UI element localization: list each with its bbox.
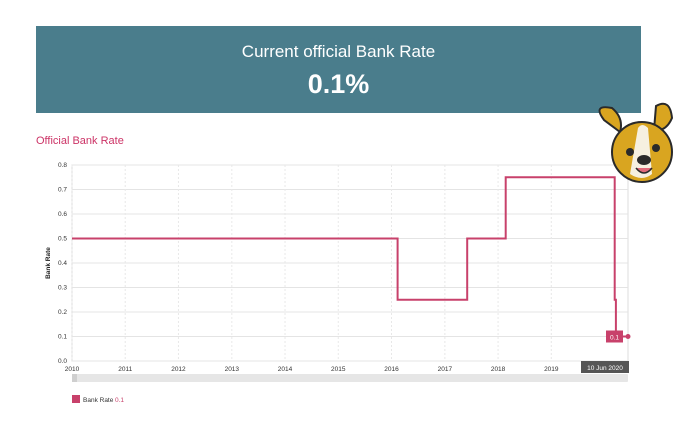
y-tick-label: 0.7 [58, 187, 67, 194]
scrollbar-handle-left [72, 374, 77, 382]
chart-section-title: Official Bank Rate [36, 135, 124, 147]
y-tick-label: 0.0 [58, 358, 67, 365]
current-rate-banner: Current official Bank Rate 0.1% [36, 26, 641, 113]
x-tick-label: 2018 [491, 366, 506, 373]
legend-value: 0.1 [115, 397, 124, 404]
bank-rate-line [72, 176, 628, 338]
y-tick-label: 0.1 [58, 334, 67, 341]
x-tick-label: 2010 [65, 366, 80, 373]
time-scrollbar [72, 374, 628, 382]
y-tick-label: 0.3 [58, 285, 67, 292]
value-marker [606, 330, 623, 343]
x-tick-label: 2015 [331, 366, 346, 373]
x-tick-label: 2014 [278, 366, 293, 373]
x-tick-label: 2011 [118, 366, 132, 373]
y-tick-label: 0.4 [58, 260, 67, 267]
x-tick-label: 2017 [438, 366, 453, 373]
date-tooltip [581, 361, 629, 373]
endpoint-dot [625, 334, 631, 339]
dog-mascot-icon [598, 102, 674, 183]
y-tick-label: 0.6 [58, 211, 67, 218]
x-tick-label: 2019 [544, 366, 559, 373]
y-tick-label: 0.5 [58, 236, 67, 243]
y-axis-title: Bank Rate [45, 247, 52, 279]
x-tick-label: 2016 [384, 366, 399, 373]
legend-swatch [72, 395, 80, 403]
banner-value: 0.1% [307, 69, 370, 99]
legend-label: Bank Rate [83, 397, 114, 404]
x-tick-label: 2012 [171, 366, 186, 373]
y-tick-label: 0.8 [58, 162, 67, 169]
x-tick-label: 2013 [225, 366, 240, 373]
y-tick-label: 0.2 [58, 309, 67, 316]
value-marker-label: 0.1 [610, 335, 619, 342]
banner-label: Current official Bank Rate [241, 42, 436, 61]
date-tooltip-label: 10 Jun 2020 [587, 365, 623, 372]
